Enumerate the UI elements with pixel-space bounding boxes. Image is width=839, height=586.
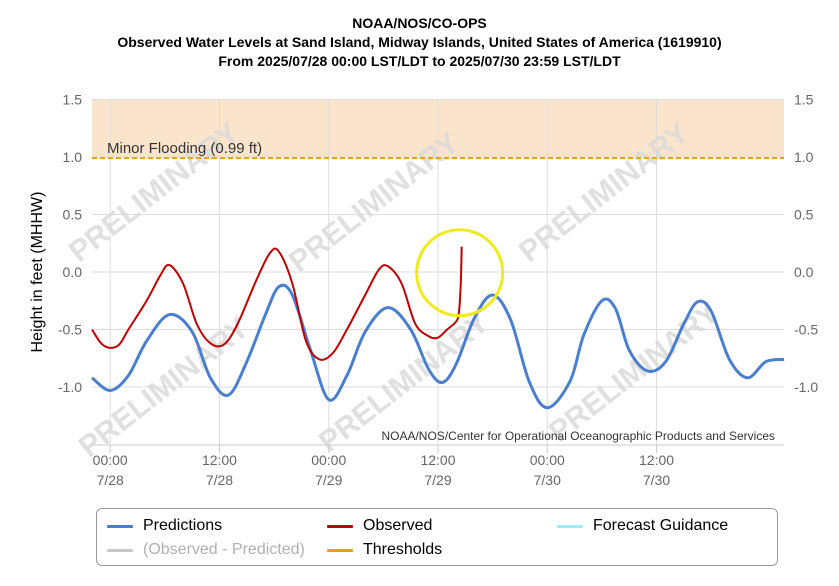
chart-title-range: From 2025/07/28 00:00 LST/LDT to 2025/07… (218, 53, 621, 69)
watermark-text: PRELIMINARY (543, 296, 725, 449)
x-tick-date: 7/29 (424, 472, 451, 488)
x-tick-date: 7/29 (315, 472, 342, 488)
threshold-label: Minor Flooding (0.99 ft) (107, 140, 262, 157)
x-tick-date: 7/30 (643, 472, 670, 488)
series-predictions-line (91, 283, 785, 410)
x-tick-time: 12:00 (202, 452, 237, 468)
y-tick-label-left: 0.0 (63, 264, 83, 280)
gridlines-layer (92, 99, 784, 445)
legend-swatch-observed (327, 524, 353, 528)
legend-label-observed-minus-predicted: (Observed - Predicted) (143, 541, 305, 558)
chart-title-station: Observed Water Levels at Sand Island, Mi… (117, 34, 722, 50)
legend-swatch-thresholds (327, 548, 353, 552)
legend-swatch-forecast-guidance (557, 524, 583, 528)
y-tick-label-right: -0.5 (794, 322, 818, 338)
legend-item-observed-minus-predicted[interactable]: (Observed - Predicted) (107, 541, 305, 559)
x-tick-time: 00:00 (93, 452, 128, 468)
y-tick-label-left: 0.5 (63, 207, 83, 223)
y-tick-label-left: 1.5 (63, 92, 83, 108)
legend-item-forecast-guidance[interactable]: Forecast Guidance (557, 517, 728, 535)
series-layer (91, 228, 785, 410)
y-tick-label-right: -1.0 (794, 379, 818, 395)
x-tick-date: 7/30 (534, 472, 561, 488)
watermark-layer: PRELIMINARY PRELIMINARY PRELIMINARYPRELIMI… (63, 116, 725, 464)
y-tick-label-right: 1.5 (794, 92, 814, 108)
legend-label-predictions: Predictions (143, 517, 223, 534)
legend-swatch-predictions (107, 524, 133, 528)
y-tick-label-right: 0.5 (794, 207, 814, 223)
legend-item-thresholds[interactable]: Thresholds (327, 541, 442, 559)
watermark-text: PRELIMINARY (73, 311, 255, 464)
legend-swatch-observed-minus-predicted (107, 548, 133, 552)
x-tick-date: 7/28 (97, 472, 124, 488)
y-tick-label-right: 0.0 (794, 264, 814, 280)
legend-label-observed: Observed (363, 517, 433, 534)
y-tick-label-left: -1.0 (58, 379, 82, 395)
series-observed-line (91, 246, 463, 361)
y-axis-label: Height in feet (MHHW) (29, 192, 46, 353)
chart-titles: NOAA/NOS/CO-OPS Observed Water Levels at… (0, 14, 839, 71)
x-tick-time: 00:00 (311, 452, 346, 468)
highlight-circle (415, 228, 505, 318)
water-level-chart: PRELIMINARY PRELIMINARY PRELIMINARYPRELIMI… (29, 92, 818, 489)
axis-layer: 1.5 1.5 1.0 1.0 0.5 0.5 0.0 0.0 -0.5 -0.5 -1.0 -1.0… (58, 92, 818, 489)
x-tick-time: 00:00 (530, 452, 565, 468)
chart-title-agency: NOAA/NOS/CO-OPS (352, 15, 487, 31)
y-tick-label-left: -0.5 (58, 322, 82, 338)
legend: Predictions Observed Forecast Guidance (… (96, 508, 778, 566)
x-tick-date: 7/28 (206, 472, 233, 488)
x-tick-time: 12:00 (420, 452, 455, 468)
legend-item-predictions[interactable]: Predictions (107, 517, 222, 535)
y-tick-label-right: 1.0 (794, 149, 814, 165)
legend-label-thresholds: Thresholds (363, 541, 443, 558)
legend-item-observed[interactable]: Observed (327, 517, 432, 535)
x-tick-time: 12:00 (639, 452, 674, 468)
y-tick-label-left: 1.0 (63, 149, 83, 165)
legend-label-forecast-guidance: Forecast Guidance (593, 517, 729, 534)
credit-text: NOAA/NOS/Center for Operational Oceanogr… (381, 429, 775, 443)
